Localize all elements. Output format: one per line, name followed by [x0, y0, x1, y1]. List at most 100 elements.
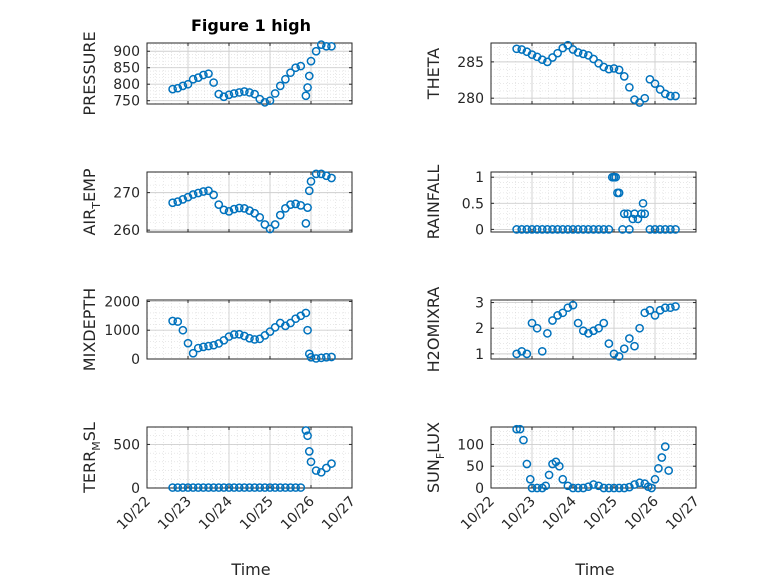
y-axis-label: AIRTEMP [80, 168, 103, 235]
data-point [303, 203, 312, 212]
y-tick-label: 1 [475, 347, 484, 363]
x-tick-label: 10/24 [196, 493, 236, 533]
data-point [316, 169, 326, 179]
data-point [671, 302, 680, 311]
data-point [522, 225, 532, 234]
data-point [655, 225, 665, 234]
data-point [609, 483, 619, 493]
data-point [306, 177, 316, 186]
x-tick-label: 10/22 [458, 494, 498, 534]
data-point [173, 483, 183, 492]
data-point [645, 225, 655, 234]
data-point [173, 83, 183, 93]
data-point [240, 87, 249, 96]
data-point [229, 330, 239, 339]
data-point [660, 303, 670, 313]
y-axis-label-rest: EMP [80, 168, 99, 202]
data-point [666, 91, 675, 101]
data-point [568, 483, 578, 493]
data-point [578, 225, 588, 234]
data-point [322, 41, 331, 51]
y-tick-label: 3 [475, 296, 484, 312]
data-point [219, 205, 229, 215]
data-point [543, 225, 552, 234]
data-point [594, 58, 603, 68]
data-point [541, 481, 551, 491]
axes-box [490, 299, 697, 360]
data-point [306, 457, 316, 467]
data-point [173, 317, 183, 326]
data-point [224, 90, 234, 100]
data-point [240, 483, 249, 492]
y-tick-label: 750 [113, 94, 140, 110]
x-tick-label: 10/23 [155, 494, 195, 534]
data-point [250, 89, 259, 99]
data-point [578, 49, 588, 59]
data-point [275, 81, 285, 91]
data-point [614, 352, 624, 361]
y-tick-label: 285 [457, 55, 484, 71]
y-tick-label: 280 [457, 91, 484, 107]
data-point [630, 341, 639, 351]
data-point [265, 96, 275, 106]
axes-box [146, 42, 353, 105]
data-point [660, 442, 670, 451]
data-point [619, 344, 629, 354]
data-point [548, 316, 557, 325]
data-point [568, 300, 578, 310]
data-point [647, 483, 656, 493]
data-point [286, 318, 295, 328]
data-point [255, 213, 265, 222]
data-point [199, 187, 208, 196]
data-point [525, 474, 535, 484]
data-point [199, 483, 208, 492]
data-point [573, 318, 583, 328]
y-tick-label: 270 [113, 186, 140, 202]
x-tick-label: 10/27 [319, 494, 359, 534]
data-point [636, 209, 646, 219]
data-point [666, 303, 675, 313]
y-tick-label: 2 [475, 321, 484, 337]
data-point [584, 482, 593, 492]
data-point [519, 435, 528, 445]
data-point [183, 79, 193, 89]
data-point [543, 328, 552, 338]
data-point [664, 466, 674, 475]
data-point [234, 203, 244, 213]
data-point [563, 225, 573, 234]
data-point [301, 426, 311, 435]
data-point [327, 352, 336, 362]
data-point [193, 188, 203, 198]
data-point [558, 474, 568, 484]
data-point [638, 198, 648, 208]
axes-box [146, 426, 353, 489]
data-point [199, 70, 208, 80]
y-tick-label: 1 [475, 170, 484, 186]
y-axis-label-subscript: F [434, 453, 447, 459]
data-point [286, 68, 295, 78]
y-tick-label: 260 [113, 223, 140, 239]
data-point [671, 91, 680, 101]
data-point [604, 483, 614, 493]
data-point [214, 483, 224, 492]
data-point [204, 69, 213, 79]
figure-title: Figure 1 high [191, 16, 311, 35]
data-point [291, 199, 300, 209]
y-axis-label-main: TERR [80, 451, 99, 494]
y-tick-label: 800 [113, 77, 140, 93]
data-point [168, 84, 177, 94]
data-point [532, 483, 542, 493]
data-point [532, 323, 542, 333]
data-point [193, 483, 203, 492]
data-point [316, 40, 326, 49]
data-point [650, 225, 660, 234]
x-tick-label: 10/25 [581, 494, 621, 534]
data-point [625, 334, 634, 343]
data-point [654, 464, 663, 473]
data-point [599, 62, 609, 72]
subplot-3: 260 270 AIRTEMP [80, 168, 353, 239]
data-point [229, 89, 239, 98]
data-point [316, 353, 326, 363]
data-point [219, 92, 229, 102]
